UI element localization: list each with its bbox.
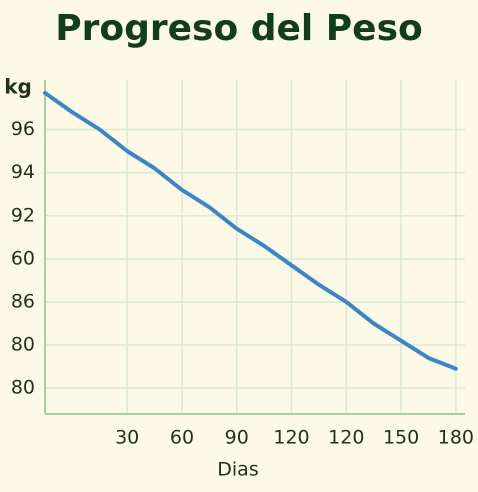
chart-title: Progreso del Peso: [55, 8, 423, 49]
y-axis-label: kg: [4, 75, 32, 99]
x-tick-label: 90: [225, 427, 249, 449]
y-tick-label: 94: [11, 161, 35, 183]
x-axis-label: Dias: [217, 459, 258, 481]
y-tick-label: 80: [11, 377, 35, 399]
line: [43, 90, 458, 371]
x-tick-label: 60: [170, 427, 194, 449]
x-tick-label: 180: [438, 427, 474, 449]
y-tick-label: 60: [11, 247, 35, 269]
x-tick-label: 150: [383, 427, 419, 449]
y-tick-label: 96: [11, 118, 35, 140]
y-tick-label: 92: [11, 204, 35, 226]
y-tick-label: 86: [11, 290, 35, 312]
x-tick-label: 120: [273, 427, 309, 449]
x-tick-label: 30: [115, 427, 139, 449]
x-tick-label: 120: [328, 427, 364, 449]
y-tick-label: 80: [11, 334, 35, 356]
